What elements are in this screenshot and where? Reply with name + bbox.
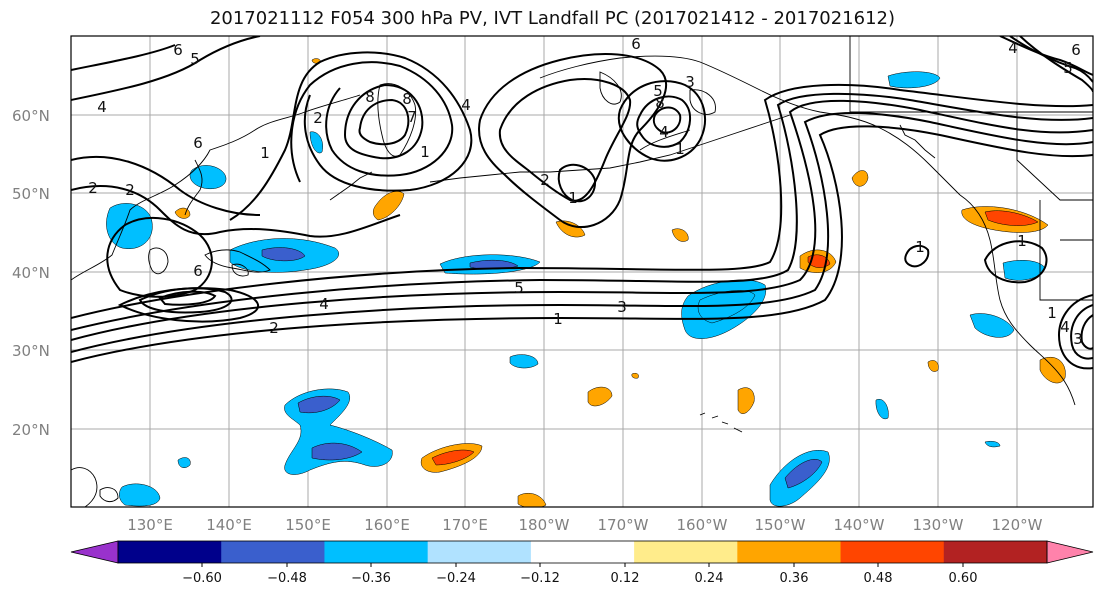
colorbar-tick-label: −0.12 bbox=[520, 571, 560, 586]
contour-label: 6 bbox=[193, 262, 203, 280]
colorbar-tick-label: 0.60 bbox=[949, 571, 978, 586]
colorbar-arrow-max bbox=[1046, 540, 1094, 564]
map-title: 2017021112 F054 300 hPa PV, IVT Landfall… bbox=[209, 8, 896, 29]
lon-label: 120°W bbox=[992, 516, 1043, 534]
latitude-labels: 60°N 50°N 40°N 30°N 20°N bbox=[12, 107, 50, 439]
lon-label: 160°W bbox=[677, 516, 728, 534]
contour-label: 4 bbox=[1060, 318, 1070, 336]
contour-label: 6 bbox=[173, 41, 183, 59]
lon-label: 160°E bbox=[364, 516, 410, 534]
colorbar: −0.60 −0.48 −0.36 −0.24 −0.12 0.12 0.24 … bbox=[70, 540, 1094, 586]
colorbar-cell bbox=[737, 541, 842, 563]
contour-label: 5 bbox=[190, 50, 200, 68]
colorbar-cell bbox=[427, 541, 532, 563]
contour-label: 3 bbox=[685, 73, 695, 91]
contour-label: 4 bbox=[461, 96, 471, 114]
lon-label: 170°W bbox=[598, 516, 649, 534]
lat-label: 20°N bbox=[12, 421, 50, 439]
contour-label: 6 bbox=[193, 134, 203, 152]
contour-label: 3 bbox=[1073, 330, 1083, 348]
colorbar-cell bbox=[634, 541, 738, 563]
lat-label: 30°N bbox=[12, 342, 50, 360]
contour-label: 2 bbox=[88, 179, 98, 197]
ivt-positive-regions bbox=[174, 58, 1066, 507]
colorbar-tick-label: −0.36 bbox=[351, 571, 391, 586]
lon-label: 170°E bbox=[442, 516, 488, 534]
contour-label: 8 bbox=[655, 94, 665, 112]
contour-label: 6 bbox=[631, 35, 641, 53]
ivt-negative-regions bbox=[106, 71, 1046, 507]
lat-label: 50°N bbox=[12, 185, 50, 203]
contour-label: 2 bbox=[125, 181, 135, 199]
lon-label: 130°W bbox=[913, 516, 964, 534]
colorbar-tick-label: 0.36 bbox=[780, 571, 809, 586]
contour-labels: 6 5 4 6 2 1 8 2 8 4 1 7 2 1 3 8 4 6 1 4 … bbox=[88, 35, 1083, 348]
colorbar-cell bbox=[530, 541, 635, 563]
contour-label: 2 bbox=[540, 171, 550, 189]
colorbar-tick-label: 0.48 bbox=[864, 571, 893, 586]
colorbar-cell bbox=[221, 541, 325, 563]
contour-label: 2 bbox=[313, 109, 323, 127]
lon-label: 140°W bbox=[834, 516, 885, 534]
longitude-labels: 130°E 140°E 150°E 160°E 170°E 180°W 170°… bbox=[127, 516, 1042, 534]
colorbar-cell bbox=[118, 541, 222, 563]
contour-label: 5 bbox=[1063, 59, 1073, 77]
colorbar-tick-label: −0.48 bbox=[267, 571, 307, 586]
map-body bbox=[71, 36, 1093, 507]
contour-label: 7 bbox=[407, 108, 417, 126]
contour-label: 8 bbox=[402, 90, 412, 108]
contour-label: 1 bbox=[568, 189, 578, 207]
lon-label: 150°E bbox=[285, 516, 331, 534]
colorbar-cell bbox=[943, 541, 1048, 563]
coastlines bbox=[71, 36, 1093, 507]
lon-label: 140°E bbox=[206, 516, 252, 534]
contour-label: 4 bbox=[1008, 39, 1018, 57]
contour-label: 1 bbox=[260, 144, 270, 162]
contour-label: 5 bbox=[653, 82, 663, 100]
contour-label: 4 bbox=[319, 295, 329, 313]
contour-label: 4 bbox=[97, 98, 107, 116]
contour-label: 6 bbox=[1071, 41, 1081, 59]
colorbar-cells bbox=[70, 540, 1094, 564]
lon-label: 130°E bbox=[127, 516, 173, 534]
contour-label: 1 bbox=[675, 140, 685, 158]
pv-contours bbox=[71, 36, 1093, 370]
contour-label: 1 bbox=[1017, 232, 1027, 250]
colorbar-ticks bbox=[201, 563, 964, 567]
colorbar-border bbox=[117, 540, 1048, 564]
lat-label: 40°N bbox=[12, 264, 50, 282]
contour-label: 4 bbox=[659, 123, 669, 141]
map-border bbox=[70, 35, 1094, 508]
colorbar-cell bbox=[840, 541, 945, 563]
colorbar-tick-label: 0.24 bbox=[695, 571, 724, 586]
colorbar-tick-label: 0.12 bbox=[611, 571, 640, 586]
contour-label: 1 bbox=[1047, 304, 1057, 322]
lon-label: 180°W bbox=[519, 516, 570, 534]
lon-label: 150°W bbox=[755, 516, 806, 534]
contour-label: 3 bbox=[617, 298, 627, 316]
contour-label: 5 bbox=[514, 279, 524, 297]
colorbar-tick-label: −0.24 bbox=[436, 571, 476, 586]
contour-label: 1 bbox=[915, 238, 925, 256]
colorbar-tick-label: −0.60 bbox=[182, 571, 222, 586]
lat-label: 60°N bbox=[12, 107, 50, 125]
contour-label: 2 bbox=[269, 319, 279, 337]
contour-label: 1 bbox=[553, 310, 563, 328]
colorbar-arrow-min bbox=[70, 540, 119, 564]
contour-label: 8 bbox=[365, 88, 375, 106]
contour-label: 1 bbox=[420, 143, 430, 161]
colorbar-cell bbox=[324, 541, 429, 563]
